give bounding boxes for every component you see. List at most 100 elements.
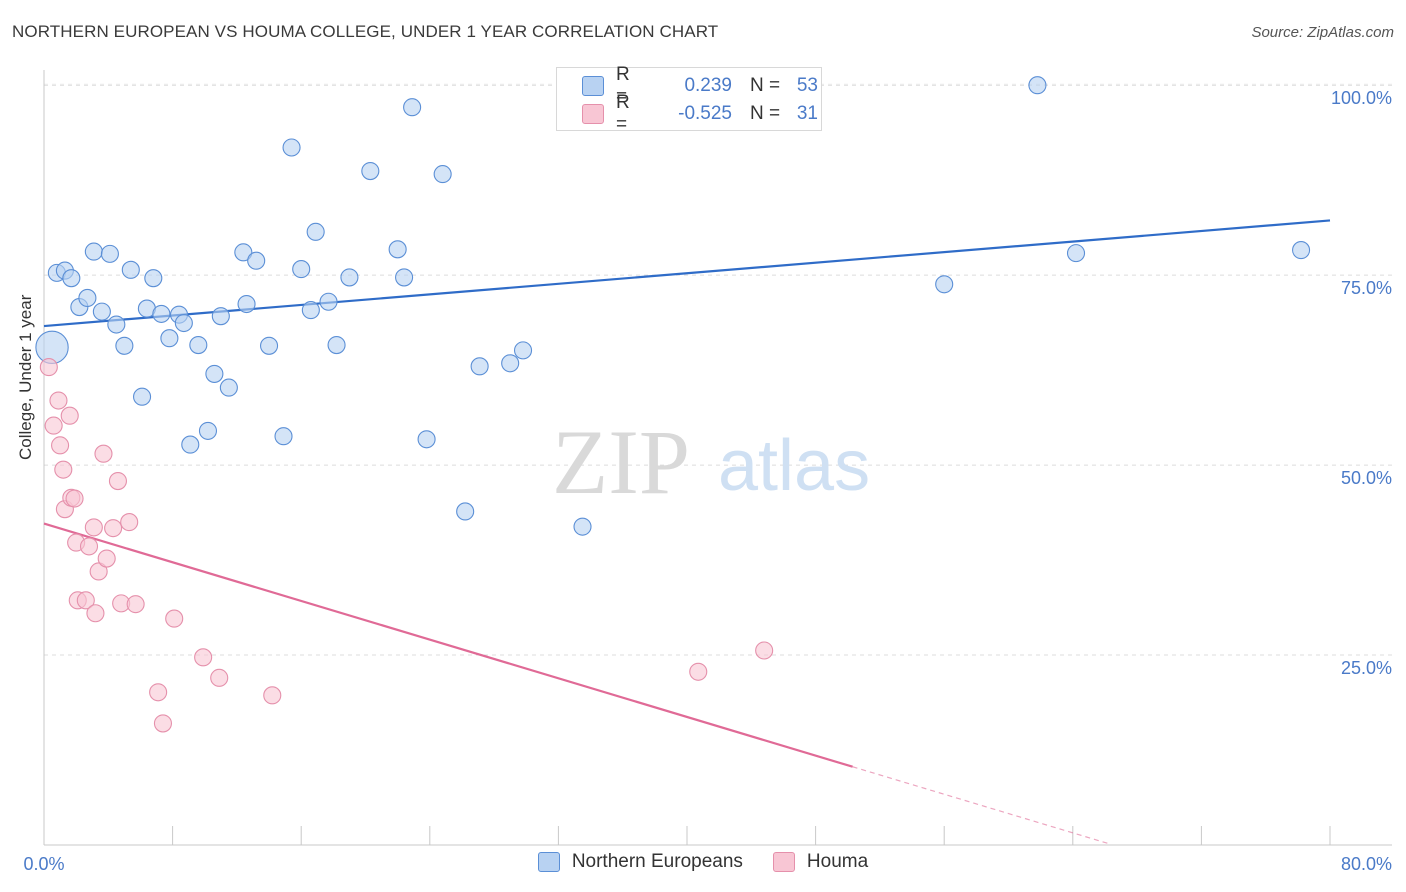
northern-europeans-swatch bbox=[582, 76, 604, 96]
legend-item-houma: Houma bbox=[772, 851, 868, 873]
northern-europeans-point bbox=[198, 421, 218, 440]
r-label: R = bbox=[616, 64, 630, 107]
chart-title: NORTHERN EUROPEAN VS HOUMA COLLEGE, UNDE… bbox=[12, 22, 719, 41]
y-axis-label: College, Under 1 year bbox=[16, 294, 35, 460]
northern-europeans-point bbox=[205, 364, 224, 383]
y-tick-label: 50.0% bbox=[1341, 468, 1392, 488]
northern-europeans-point bbox=[395, 268, 414, 287]
northern-europeans-point bbox=[100, 244, 119, 263]
northern-europeans-point bbox=[144, 269, 163, 288]
northern-europeans-point bbox=[237, 294, 256, 314]
northern-europeans-point bbox=[133, 387, 152, 406]
northern-europeans-point bbox=[219, 378, 238, 397]
northern-europeans-point bbox=[1292, 241, 1311, 260]
legend-item-northern-europeans: Northern Europeans bbox=[537, 851, 743, 873]
northern-europeans-point bbox=[78, 288, 97, 307]
n-value: 53 bbox=[796, 75, 818, 96]
northern-europeans-legend-swatch bbox=[537, 852, 560, 872]
houma-point bbox=[194, 648, 213, 667]
houma-point bbox=[108, 472, 127, 491]
northern-europeans-point bbox=[259, 336, 279, 355]
northern-europeans-point bbox=[327, 335, 346, 355]
houma-point bbox=[210, 668, 229, 687]
trend-lines bbox=[43, 219, 1331, 845]
houma-point bbox=[94, 444, 113, 463]
northern-europeans-point bbox=[121, 260, 140, 279]
northern-europeans-point bbox=[513, 341, 533, 360]
northern-europeans-point bbox=[417, 430, 436, 449]
houma-trend-extension bbox=[852, 766, 1109, 845]
houma-point bbox=[60, 406, 79, 425]
houma-point bbox=[689, 662, 708, 681]
northern-europeans-point bbox=[403, 98, 422, 117]
houma-point bbox=[89, 562, 108, 581]
northern-europeans-point bbox=[340, 268, 359, 287]
r-value: -0.525 bbox=[678, 103, 732, 124]
northern-europeans-trend-line bbox=[43, 219, 1331, 328]
houma-point bbox=[153, 714, 173, 733]
houma-trend-line bbox=[43, 522, 853, 768]
houma-point bbox=[39, 358, 58, 377]
northern-europeans-point bbox=[361, 162, 380, 181]
grid-lines bbox=[44, 83, 1392, 656]
y-tick-label: 25.0% bbox=[1341, 658, 1392, 678]
northern-europeans-point bbox=[274, 427, 293, 446]
northern-europeans-point bbox=[181, 435, 200, 454]
houma-point bbox=[84, 518, 103, 537]
northern-europeans-point bbox=[92, 302, 111, 321]
watermark-zip: ZIP bbox=[552, 411, 690, 513]
houma-point bbox=[65, 489, 84, 508]
houma-point bbox=[104, 519, 123, 538]
northern-europeans-point bbox=[292, 260, 311, 279]
northern-europeans-point bbox=[306, 222, 325, 241]
houma-point bbox=[79, 537, 99, 556]
n-value: 31 bbox=[796, 103, 818, 124]
northern-europeans-point bbox=[211, 307, 230, 326]
data-points bbox=[35, 74, 1311, 733]
stats-legend-row-northern-europeans: R = 0.239 N = 53 bbox=[557, 64, 818, 107]
northern-europeans-point bbox=[247, 251, 266, 270]
houma-point bbox=[165, 609, 184, 628]
northern-europeans-point bbox=[319, 292, 338, 311]
northern-europeans-point bbox=[152, 304, 171, 323]
northern-europeans-point bbox=[573, 517, 592, 536]
northern-europeans-point bbox=[301, 301, 320, 320]
northern-europeans-point bbox=[160, 329, 179, 348]
northern-europeans-point bbox=[470, 357, 489, 376]
source-label: Source: ZipAtlas.com bbox=[1251, 24, 1394, 41]
northern-europeans-point bbox=[234, 243, 253, 262]
y-tick-label: 75.0% bbox=[1341, 278, 1392, 298]
houma-point bbox=[149, 683, 168, 702]
stats-legend-row-houma: R = -0.525 N = 31 bbox=[557, 92, 818, 135]
northern-europeans-point bbox=[935, 275, 954, 294]
houma-swatch bbox=[582, 104, 604, 124]
stats-legend: R = 0.239 N = 53 R = -0.525 N = 31 bbox=[556, 64, 822, 135]
houma-legend-swatch bbox=[772, 852, 795, 872]
houma-point bbox=[755, 641, 774, 660]
houma-point bbox=[49, 391, 68, 410]
northern-europeans-point bbox=[115, 336, 134, 355]
northern-europeans-point bbox=[1066, 244, 1086, 263]
houma-point bbox=[120, 513, 139, 532]
series-legend: Northern Europeans Houma bbox=[0, 851, 1406, 873]
r-label: R = bbox=[616, 92, 630, 135]
northern-europeans-point bbox=[456, 502, 475, 521]
northern-europeans-point bbox=[1028, 76, 1047, 95]
n-label: N = bbox=[750, 75, 781, 96]
northern-europeans-point bbox=[388, 240, 407, 259]
watermark: ZIP atlas bbox=[552, 411, 870, 513]
northern-europeans-point bbox=[433, 165, 452, 184]
houma-point bbox=[97, 549, 116, 568]
axes bbox=[43, 70, 1392, 846]
n-label: N = bbox=[750, 103, 781, 124]
watermark-atlas: atlas bbox=[718, 426, 870, 506]
houma-point bbox=[86, 604, 105, 623]
r-value: 0.239 bbox=[684, 75, 732, 96]
northern-europeans-point bbox=[282, 138, 301, 157]
y-tick-label: 100.0% bbox=[1331, 88, 1392, 108]
northern-europeans-point bbox=[62, 269, 81, 288]
x-tick-label: 80.0% bbox=[1341, 854, 1392, 874]
tick-labels: 25.0% 50.0% 75.0% 100.0% 0.0% 80.0% bbox=[23, 88, 1392, 874]
northern-europeans-point bbox=[189, 335, 208, 355]
